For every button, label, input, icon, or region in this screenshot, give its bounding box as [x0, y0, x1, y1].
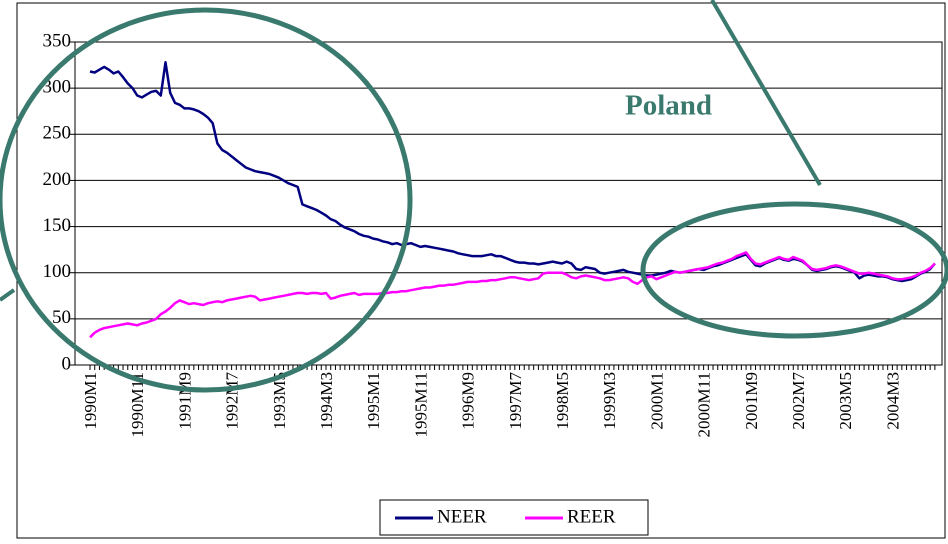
legend: NEER REER	[395, 506, 616, 527]
y-tick-label: 300	[43, 77, 72, 98]
grid: 0 50 100 150 200 250 300 350 1990M1 1990M11 1991M9…	[43, 30, 942, 438]
y-tick-label: 100	[43, 261, 72, 282]
x-tick-label: 1990M1	[81, 372, 100, 430]
arrow-line	[710, 0, 822, 187]
legend-label: REER	[567, 506, 616, 527]
annotation: Poland	[625, 90, 712, 122]
x-tick-label: 1997M7	[506, 372, 525, 430]
legend-label: NEER	[437, 506, 487, 527]
x-tick-label: 1996M9	[459, 372, 478, 430]
x-tick-label: 2003M5	[836, 372, 855, 430]
x-tick-label: 2001M9	[742, 372, 761, 430]
x-tick-label: 1995M11	[411, 372, 430, 438]
y-tick-label: 150	[43, 215, 72, 236]
y-tick-label: 200	[43, 169, 72, 190]
circle-right	[640, 201, 948, 339]
x-tick-label: 2004M3	[883, 372, 902, 430]
x-tick-label: 1999M3	[600, 372, 619, 430]
decoration	[0, 0, 948, 393]
x-tick-label: 1995M1	[364, 372, 383, 430]
circle-left	[0, 7, 413, 393]
lines	[89, 61, 936, 339]
x-tick-label: 1990M11	[128, 372, 147, 438]
x-tick-label: 1992M7	[223, 372, 242, 430]
x-tick-label: 2000M1	[647, 372, 666, 430]
x-tick-label: 1991M9	[175, 372, 194, 430]
x-tick-label: 1998M5	[553, 372, 572, 430]
x-tick-label: 2002M7	[789, 372, 808, 430]
y-tick-label: 350	[43, 30, 72, 51]
y-tick-label: 0	[62, 353, 72, 374]
arrow-line	[0, 288, 16, 302]
y-tick-label: 250	[43, 123, 72, 144]
y-tick-label: 50	[52, 307, 71, 328]
x-tick-label: 1994M3	[317, 372, 336, 430]
x-tick-label: 1993M5	[270, 372, 289, 430]
x-tick-label: 2000M11	[695, 372, 714, 438]
series-line	[89, 251, 936, 339]
series-line	[89, 61, 936, 283]
